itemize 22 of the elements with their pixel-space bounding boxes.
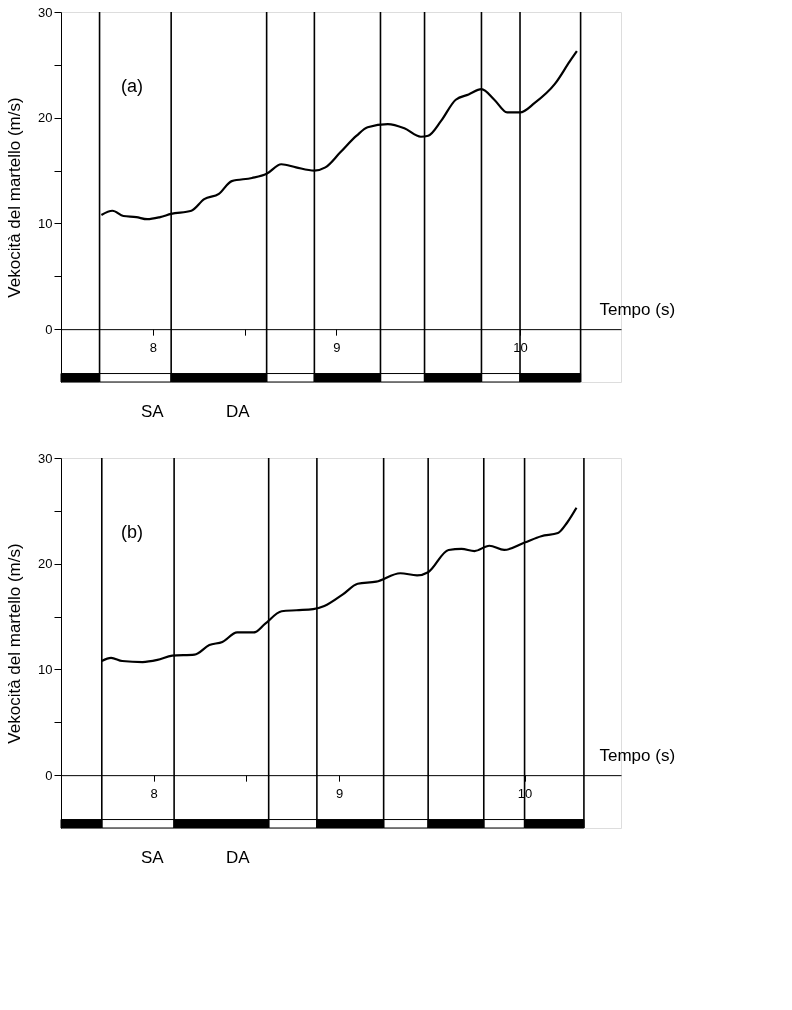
annotation: (b) <box>121 522 143 542</box>
y-tick-label: 10 <box>38 661 53 677</box>
text: DA <box>226 848 251 867</box>
text: SA <box>141 848 165 867</box>
x-tick-label: 9 <box>333 339 341 355</box>
y-tick-label: 0 <box>45 767 53 783</box>
x-tick-label: 9 <box>336 785 344 801</box>
y-axis-title: Vekocità del martello (m/s) <box>5 97 25 298</box>
x-axis-title: Tempo (s) <box>599 299 676 319</box>
annotation: (a) <box>121 76 143 96</box>
text: SA <box>141 402 165 421</box>
x-tick-label: 8 <box>149 339 157 355</box>
y-tick-label: 10 <box>38 215 53 231</box>
x-tick-label: 8 <box>150 785 158 801</box>
y-tick-label: 30 <box>38 450 53 466</box>
x-axis-title: Tempo (s) <box>599 745 676 765</box>
y-tick-label: 20 <box>38 556 53 572</box>
text: DA <box>226 402 251 421</box>
y-tick-label: 20 <box>38 110 53 126</box>
y-tick-label: 0 <box>45 321 53 337</box>
y-tick-label: 30 <box>38 4 53 20</box>
y-axis-title: Vekocità del martello (m/s) <box>5 543 25 744</box>
